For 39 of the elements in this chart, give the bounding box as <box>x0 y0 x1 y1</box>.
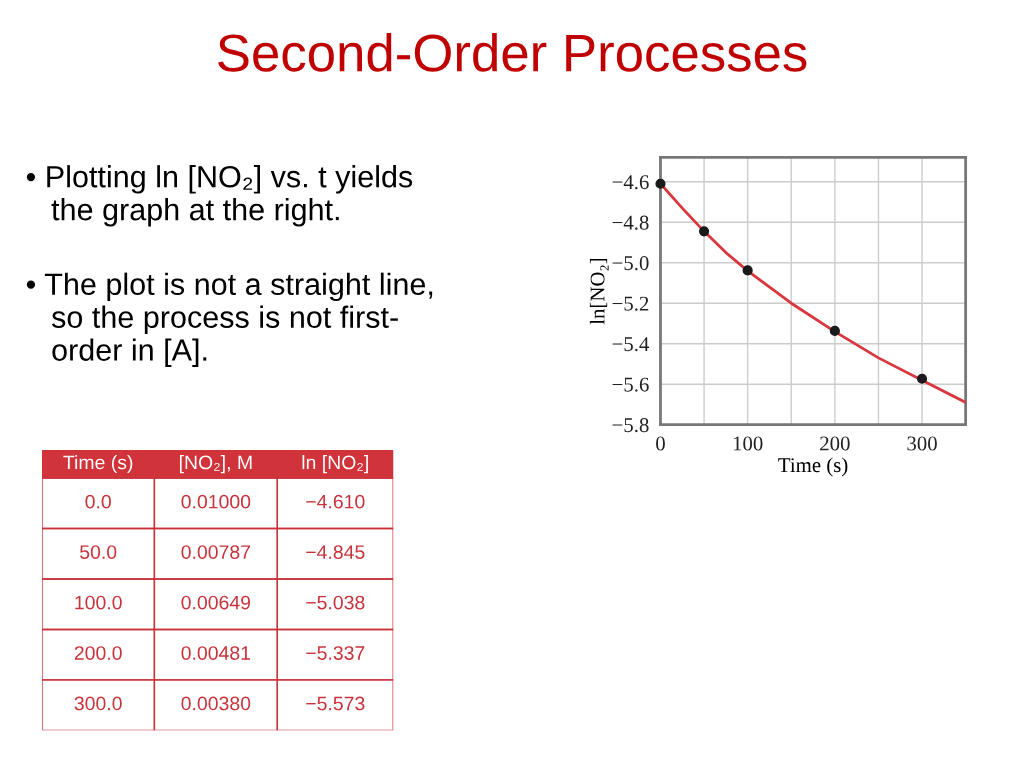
point <box>829 325 840 337</box>
text: 0.00649 <box>181 595 251 610</box>
y-tick-label: −5.4 <box>612 337 650 352</box>
text: 200.0 <box>74 646 122 660</box>
text: 100.0 <box>75 595 122 610</box>
x-axis-title: Time (s) <box>778 457 848 477</box>
text: −5.038 <box>306 595 365 610</box>
text: −5.337 <box>306 646 365 660</box>
text: −4.610 <box>306 494 365 509</box>
y-tick-label: −4.8 <box>612 215 649 230</box>
y-tick-label: −5.8 <box>612 418 649 433</box>
text: 0.00380 <box>181 696 251 711</box>
y-tick-label: −4.6 <box>612 175 649 190</box>
category-label: Time (s) <box>63 455 133 474</box>
category-label: [NO₂], M <box>179 455 252 474</box>
text: • Plotting ln [NO₂] vs. t yields the graph at the right. <box>26 165 413 227</box>
y-axis-title: ln[NO₂] <box>589 258 609 325</box>
text: • The plot is not a straight line, so the process is not first- order in [A]. <box>26 272 433 367</box>
text: 50.0 <box>80 545 117 559</box>
text: 0.01000 <box>181 494 251 509</box>
x-tick-label: 300 <box>907 436 937 451</box>
y-tick-label: −5.0 <box>612 256 649 271</box>
category-label: ln [NO₂] <box>302 455 368 474</box>
x-tick-label: 200 <box>820 436 850 451</box>
text: 0.0 <box>85 494 111 509</box>
text: 0.00481 <box>181 646 251 660</box>
point <box>916 373 928 384</box>
text: −5.573 <box>306 696 365 711</box>
point <box>742 265 753 276</box>
chart-title: Second-Order Processes <box>218 33 807 72</box>
point <box>698 226 710 237</box>
x-tick-label: 100 <box>733 436 763 451</box>
x-tick-label: 0 <box>656 436 665 451</box>
y-tick-label: −5.2 <box>612 296 649 311</box>
text: 0.00787 <box>181 545 251 559</box>
y-tick-label: −5.6 <box>612 377 649 392</box>
text: −4.845 <box>306 545 365 559</box>
text: 300.0 <box>74 696 122 711</box>
point <box>655 178 666 189</box>
